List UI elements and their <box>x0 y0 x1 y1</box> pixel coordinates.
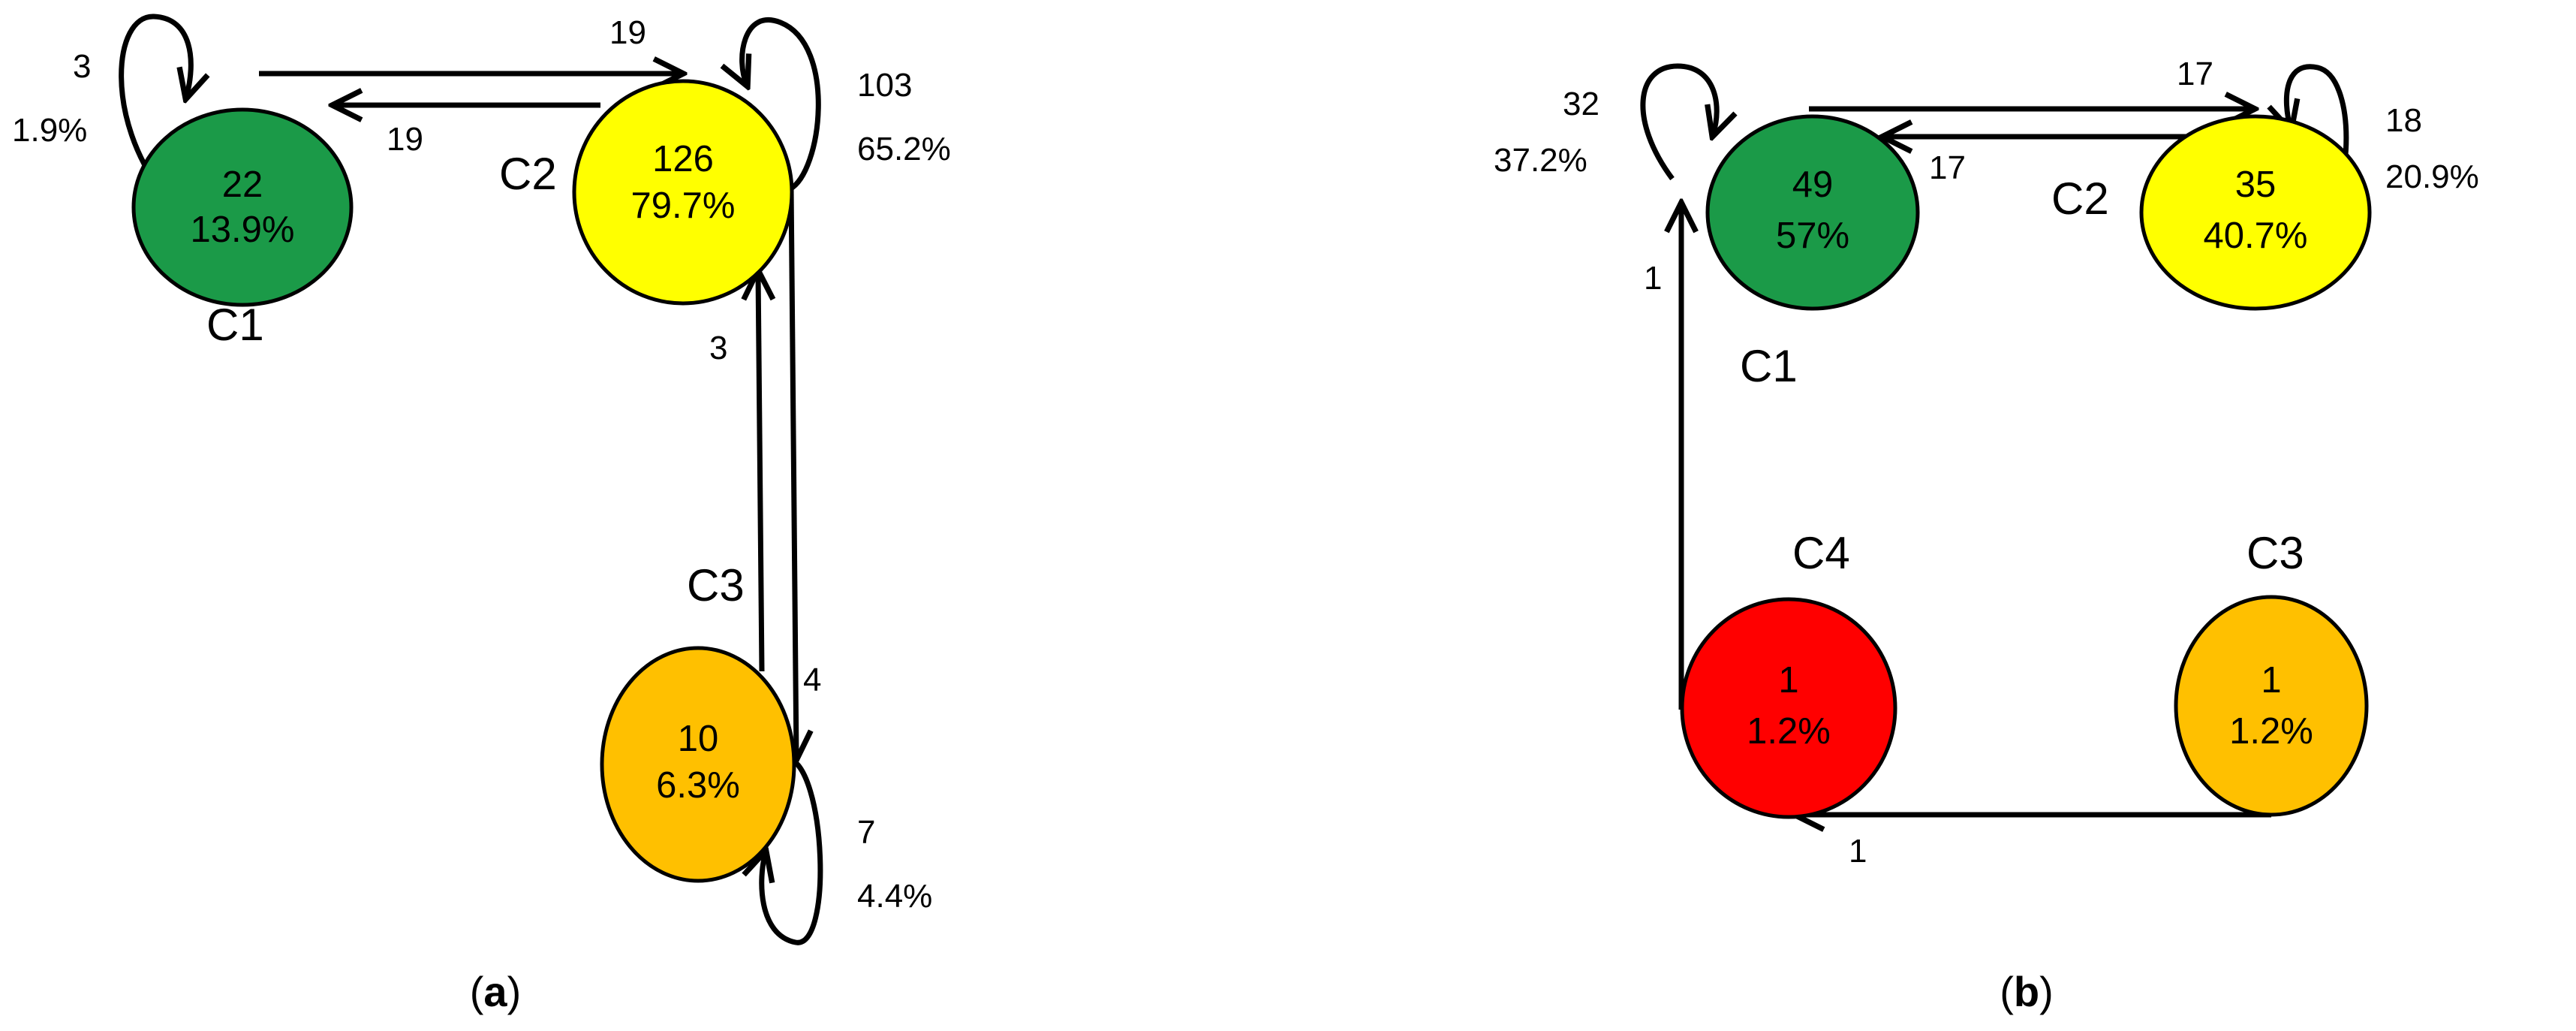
panel-b-caption: (b) <box>2000 968 2054 1015</box>
node-b-c2-circle <box>2139 114 2372 311</box>
edge-a-c3-to-c2 <box>758 272 762 672</box>
node-a-c3: 10 6.3% <box>600 646 796 883</box>
edge-b-c4-c1-label: 1 <box>1644 260 1662 297</box>
edge-a-c2-c3-label: 4 <box>803 662 821 698</box>
node-b-c3: 1 1.2% <box>2174 595 2369 817</box>
node-b-c3-name: C3 <box>2246 528 2304 578</box>
node-a-c1-percent: 13.9% <box>191 210 295 250</box>
edge-b-c1-self <box>1640 63 1717 181</box>
edge-a-c2-self-label: 103 <box>857 67 912 104</box>
node-b-c2-count: 35 <box>2235 164 2277 205</box>
node-b-c1-name: C1 <box>1740 341 1798 391</box>
edge-a-c3-self-label: 7 <box>857 814 875 851</box>
node-b-c3-percent: 1.2% <box>2229 711 2313 752</box>
edge-b-c2-self-label: 18 <box>2385 102 2422 139</box>
edge-a-c1-self <box>119 14 191 196</box>
edge-a-c3-self <box>762 755 823 945</box>
edge-a-c3-c2-label: 3 <box>709 330 727 366</box>
node-a-c2-circle <box>572 79 794 306</box>
node-a-c3-count: 10 <box>678 719 719 759</box>
node-b-c1-count: 49 <box>1792 164 1834 205</box>
edge-a-c3-self-sublabel: 4.4% <box>857 878 932 915</box>
node-b-c1: 49 57% <box>1705 114 1920 311</box>
node-a-c1-circle <box>131 107 354 307</box>
node-b-c3-circle <box>2174 595 2369 817</box>
node-a-c2: 126 79.7% <box>572 79 794 306</box>
edge-a-c1-self-label: 3 <box>73 48 91 85</box>
node-b-c4-percent: 1.2% <box>1747 711 1831 752</box>
edge-a-c2-to-c3 <box>791 187 796 758</box>
edge-a-c2-self <box>742 17 821 192</box>
node-a-c3-percent: 6.3% <box>656 765 740 806</box>
panel-a-caption: (a) <box>470 968 521 1015</box>
edge-b-c2-c1-label: 17 <box>1929 149 1966 186</box>
edge-a-c2-c1-label: 19 <box>387 121 423 158</box>
panel-b: 49 57% 35 40.7% 1 1.2% 1 1.2% C1 C2 C4 C… <box>1494 56 2479 1015</box>
node-a-c2-count: 126 <box>652 139 714 179</box>
edge-a-c1-c2-label: 19 <box>609 14 646 51</box>
node-a-c1-name: C1 <box>206 300 264 350</box>
node-b-c2-name: C2 <box>2051 173 2109 224</box>
node-b-c3-count: 1 <box>2261 660 2281 701</box>
node-a-c3-circle <box>600 646 796 883</box>
panel-a: 22 13.9% 126 79.7% 10 6.3% C1 C2 C3 3 1.… <box>12 14 951 1015</box>
node-b-c4: 1 1.2% <box>1680 597 1897 819</box>
edge-b-c1-self-sublabel: 37.2% <box>1494 142 1587 179</box>
node-b-c2-percent: 40.7% <box>2204 216 2308 256</box>
edge-b-c3-c4-label: 1 <box>1849 833 1867 870</box>
node-b-c4-name: C4 <box>1792 528 1850 578</box>
edge-a-c1-self-sublabel: 1.9% <box>12 112 87 149</box>
edge-b-c1-c2-label: 17 <box>2177 56 2213 92</box>
node-b-c4-count: 1 <box>1778 660 1798 701</box>
node-a-c1-count: 22 <box>222 164 263 205</box>
node-a-c2-name: C2 <box>499 149 557 199</box>
node-a-c1: 22 13.9% <box>131 107 354 307</box>
node-b-c1-percent: 57% <box>1776 216 1849 256</box>
edge-a-c2-self-sublabel: 65.2% <box>857 131 951 167</box>
node-a-c2-percent: 79.7% <box>631 185 736 226</box>
node-a-c3-name: C3 <box>687 560 745 610</box>
node-b-c4-circle <box>1680 597 1897 819</box>
node-b-c2: 35 40.7% <box>2139 114 2372 311</box>
edge-b-c1-self-label: 32 <box>1563 86 1599 122</box>
node-b-c1-circle <box>1705 114 1920 311</box>
edge-b-c2-self-sublabel: 20.9% <box>2385 158 2479 195</box>
